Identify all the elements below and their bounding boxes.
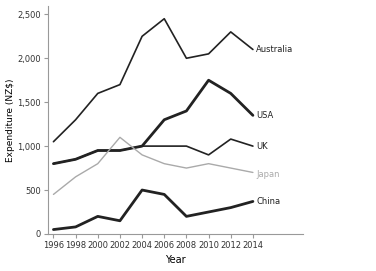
Text: UK: UK [256,142,268,151]
Text: Japan: Japan [256,170,280,179]
Text: China: China [256,197,280,206]
Y-axis label: Expenditure (NZ$): Expenditure (NZ$) [6,78,15,162]
Text: Australia: Australia [256,45,294,54]
Text: USA: USA [256,111,273,120]
X-axis label: Year: Year [165,256,186,265]
